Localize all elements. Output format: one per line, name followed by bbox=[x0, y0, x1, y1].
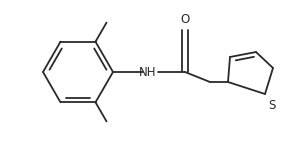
Text: S: S bbox=[268, 99, 276, 112]
Text: NH: NH bbox=[139, 66, 157, 78]
Text: O: O bbox=[180, 13, 189, 26]
